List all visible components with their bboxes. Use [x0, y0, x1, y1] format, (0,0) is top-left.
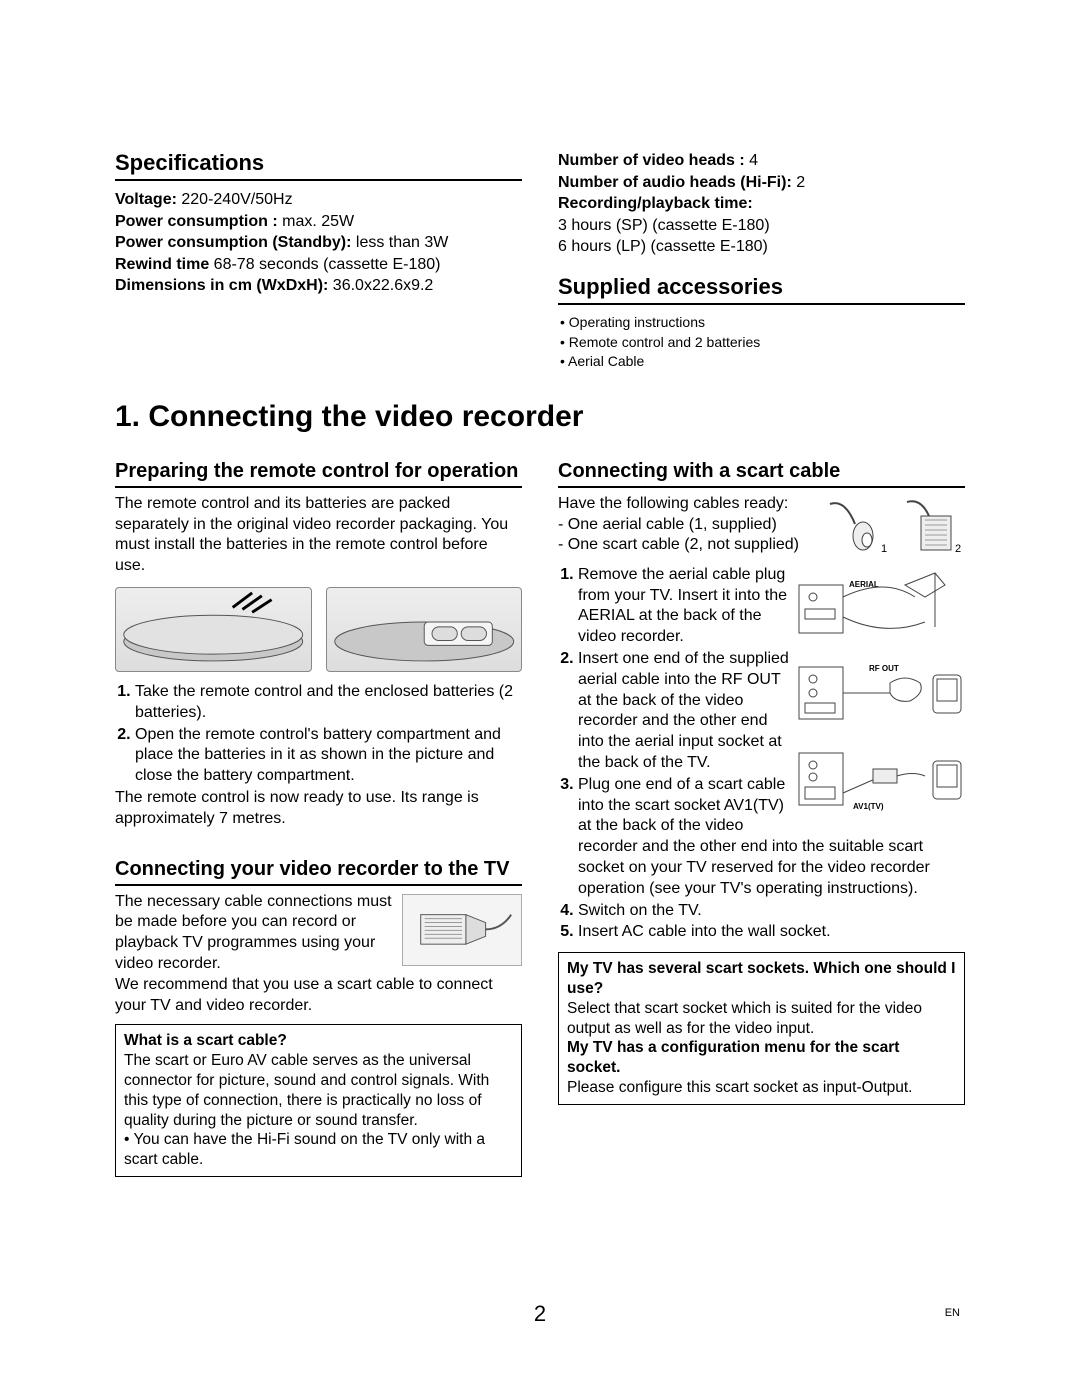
scart-step: Insert AC cable into the wall socket. [578, 922, 965, 943]
accessories-list: Operating instructions Remote control an… [558, 313, 965, 372]
spec-aheads: Number of audio heads (Hi-Fi): 2 [558, 172, 965, 194]
remote-step: Take the remote control and the enclosed… [135, 682, 522, 724]
scart-steps-block: AERIAL RF OUT [558, 565, 965, 944]
scart-box-a2: Please configure this scart socket as in… [567, 1078, 956, 1098]
right-col: Connecting with a scart cable 1 [558, 460, 965, 1177]
top-row: Specifications Voltage: 220-240V/50Hz Po… [115, 150, 965, 372]
spec-dim-label: Dimensions in cm (WxDxH): [115, 277, 328, 294]
svg-text:AV1(TV): AV1(TV) [853, 802, 884, 811]
connect-tv-recommend: We recommend that you use a scart cable … [115, 975, 522, 1017]
spec-standby-label: Power consumption (Standby): [115, 234, 351, 251]
accessory-item: Operating instructions [560, 313, 965, 333]
spec-power-label: Power consumption : [115, 213, 278, 230]
spec-standby: Power consumption (Standby): less than 3… [115, 232, 522, 254]
spec-voltage: Voltage: 220-240V/50Hz [115, 189, 522, 211]
spec-standby-value: less than 3W [351, 234, 448, 251]
spec-rewind-value: 68-78 seconds (cassette E-180) [209, 256, 440, 273]
spec-vheads-value: 4 [745, 152, 758, 169]
svg-text:1: 1 [881, 543, 887, 555]
scart-heading: Connecting with a scart cable [558, 460, 965, 488]
accessory-item: Aerial Cable [560, 352, 965, 372]
chapter-title: 1. Connecting the video recorder [115, 400, 965, 434]
language-code: EN [945, 1307, 960, 1319]
accessories-heading: Supplied accessories [558, 274, 965, 305]
scart-socket-info-box: My TV has several scart sockets. Which o… [558, 952, 965, 1105]
manual-page: Specifications Voltage: 220-240V/50Hz Po… [0, 0, 1080, 1397]
spec-voltage-value: 220-240V/50Hz [177, 191, 293, 208]
main-row: Preparing the remote control for operati… [115, 460, 965, 1177]
spec-power-value: max. 25W [278, 213, 354, 230]
cable-pair-icon: 1 2 [825, 494, 965, 564]
scart-box-a1: Select that scart socket which is suited… [567, 999, 956, 1039]
svg-text:2: 2 [955, 543, 961, 555]
remote-step: Open the remote control's battery compar… [135, 725, 522, 787]
scart-step: Switch on the TV. [578, 901, 965, 922]
spec-lp: 6 hours (LP) (cassette E-180) [558, 236, 965, 258]
remote-steps: Take the remote control and the enclosed… [115, 682, 522, 787]
remote-figure-closed-icon [115, 587, 312, 672]
aerial-diagram-icon: AERIAL [795, 567, 965, 645]
scart-info-bullet: You can have the Hi-Fi sound on the TV o… [124, 1130, 513, 1170]
spec-rewind: Rewind time 68-78 seconds (cassette E-18… [115, 254, 522, 276]
spec-rewind-label: Rewind time [115, 256, 209, 273]
spec-vheads-label: Number of video heads : [558, 152, 745, 169]
accessory-item: Remote control and 2 batteries [560, 333, 965, 353]
spec-dim-value: 36.0x22.6x9.2 [328, 277, 433, 294]
rfout-diagram-icon: RF OUT [795, 653, 965, 731]
connect-tv-block: The necessary cable connections must be … [115, 892, 522, 975]
spec-power: Power consumption : max. 25W [115, 211, 522, 233]
left-col: Preparing the remote control for operati… [115, 460, 522, 1177]
remote-figure-open-icon [326, 587, 523, 672]
page-number: 2 [0, 1301, 1080, 1327]
scart-box-q1: My TV has several scart sockets. Which o… [567, 959, 956, 999]
specs-col: Specifications Voltage: 220-240V/50Hz Po… [115, 150, 522, 372]
scart-box-q2: My TV has a configuration menu for the s… [567, 1038, 956, 1078]
spec-voltage-label: Voltage: [115, 191, 177, 208]
remote-heading: Preparing the remote control for operati… [115, 460, 522, 488]
spec-dim: Dimensions in cm (WxDxH): 36.0x22.6x9.2 [115, 275, 522, 297]
scart-info-bullets: You can have the Hi-Fi sound on the TV o… [124, 1130, 513, 1170]
remote-figure [115, 587, 522, 672]
specs-heading: Specifications [115, 150, 522, 181]
spec-recplay-label: Recording/playback time: [558, 195, 753, 212]
specs-col-right: Number of video heads : 4 Number of audi… [558, 150, 965, 372]
scart-info-box: What is a scart cable? The scart or Euro… [115, 1024, 522, 1177]
scart-intro-block: 1 2 Have the following cables ready: - O… [558, 494, 965, 564]
spec-vheads: Number of video heads : 4 [558, 150, 965, 172]
scart-info-text: The scart or Euro AV cable serves as the… [124, 1051, 513, 1130]
remote-outro: The remote control is now ready to use. … [115, 788, 522, 830]
remote-intro: The remote control and its batteries are… [115, 494, 522, 577]
svg-text:RF OUT: RF OUT [869, 664, 899, 673]
scart-info-question: What is a scart cable? [124, 1031, 513, 1051]
connect-tv-heading: Connecting your video recorder to the TV [115, 858, 522, 886]
spec-aheads-label: Number of audio heads (Hi-Fi): [558, 174, 792, 191]
spec-recplay: Recording/playback time: [558, 193, 965, 215]
spec-aheads-value: 2 [792, 174, 805, 191]
scart-plug-icon [402, 894, 522, 966]
spec-sp: 3 hours (SP) (cassette E-180) [558, 215, 965, 237]
av1-diagram-icon: AV1(TV) [795, 739, 965, 817]
